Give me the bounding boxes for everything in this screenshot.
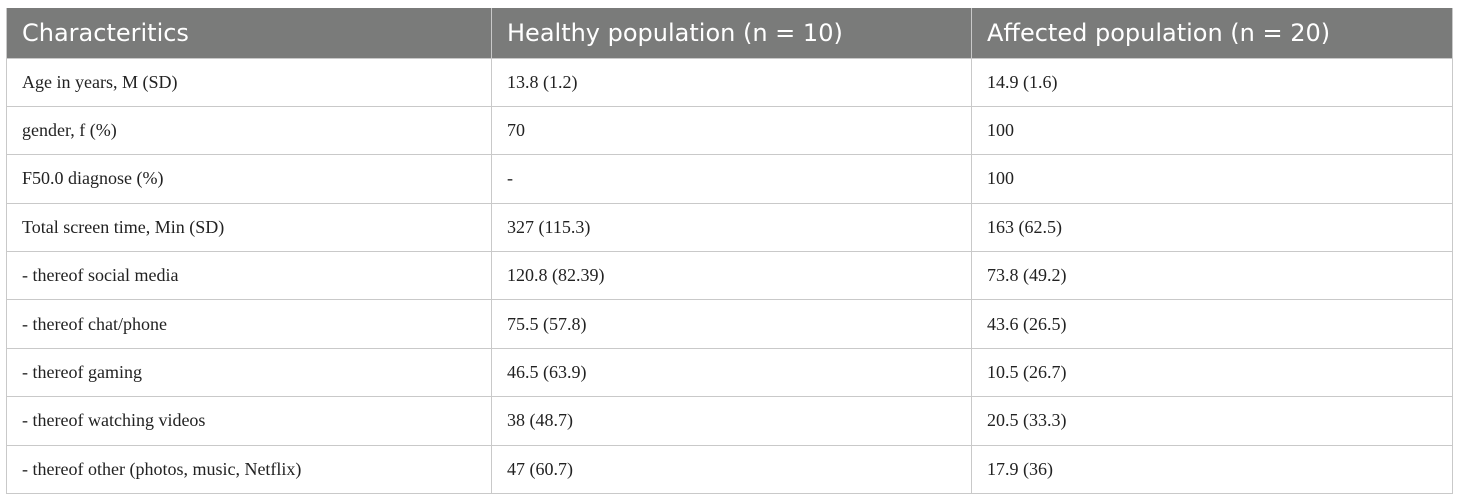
healthy-value: 13.8 (1.2) — [491, 57, 972, 107]
table-row: F50.0 diagnose (%) - 100 — [6, 154, 1453, 204]
affected-value: 73.8 (49.2) — [971, 251, 1453, 301]
table-body: Age in years, M (SD) 13.8 (1.2) 14.9 (1.… — [6, 57, 1453, 495]
header-healthy-population: Healthy population (n = 10) — [491, 8, 972, 58]
table-header: Characteritics Healthy population (n = 1… — [6, 8, 1453, 58]
header-characteristics: Characteritics — [6, 8, 492, 58]
table-row: - thereof social media 120.8 (82.39) 73.… — [6, 251, 1453, 301]
table-row: - thereof gaming 46.5 (63.9) 10.5 (26.7) — [6, 347, 1453, 398]
header-affected-population: Affected population (n = 20) — [971, 8, 1453, 58]
healthy-value: 47 (60.7) — [491, 444, 972, 495]
affected-value: 20.5 (33.3) — [971, 396, 1453, 446]
affected-value: 17.9 (36) — [971, 444, 1453, 495]
row-label: Age in years, M (SD) — [6, 57, 492, 107]
table-row: - thereof chat/phone 75.5 (57.8) 43.6 (2… — [6, 299, 1453, 349]
row-label: - thereof social media — [6, 251, 492, 301]
row-label: - thereof gaming — [6, 347, 492, 398]
healthy-value: - — [491, 154, 972, 204]
healthy-value: 327 (115.3) — [491, 202, 972, 253]
row-label: F50.0 diagnose (%) — [6, 154, 492, 204]
healthy-value: 38 (48.7) — [491, 396, 972, 446]
healthy-value: 46.5 (63.9) — [491, 347, 972, 398]
row-label: - thereof other (photos, music, Netflix) — [6, 444, 492, 495]
characteristics-table: Characteritics Healthy population (n = 1… — [6, 8, 1453, 495]
affected-value: 10.5 (26.7) — [971, 347, 1453, 398]
row-label: Total screen time, Min (SD) — [6, 202, 492, 253]
table-row: - thereof watching videos 38 (48.7) 20.5… — [6, 396, 1453, 446]
row-label: - thereof watching videos — [6, 396, 492, 446]
affected-value: 100 — [971, 105, 1453, 156]
affected-value: 163 (62.5) — [971, 202, 1453, 253]
affected-value: 43.6 (26.5) — [971, 299, 1453, 349]
healthy-value: 70 — [491, 105, 972, 156]
characteristics-table-container: Characteritics Healthy population (n = 1… — [6, 8, 1453, 495]
table-row: - thereof other (photos, music, Netflix)… — [6, 444, 1453, 495]
header-row: Characteritics Healthy population (n = 1… — [6, 8, 1453, 58]
table-row: Total screen time, Min (SD) 327 (115.3) … — [6, 202, 1453, 253]
affected-value: 14.9 (1.6) — [971, 57, 1453, 107]
table-row: Age in years, M (SD) 13.8 (1.2) 14.9 (1.… — [6, 57, 1453, 107]
row-label: - thereof chat/phone — [6, 299, 492, 349]
healthy-value: 75.5 (57.8) — [491, 299, 972, 349]
affected-value: 100 — [971, 154, 1453, 204]
table-row: gender, f (%) 70 100 — [6, 105, 1453, 156]
row-label: gender, f (%) — [6, 105, 492, 156]
healthy-value: 120.8 (82.39) — [491, 251, 972, 301]
